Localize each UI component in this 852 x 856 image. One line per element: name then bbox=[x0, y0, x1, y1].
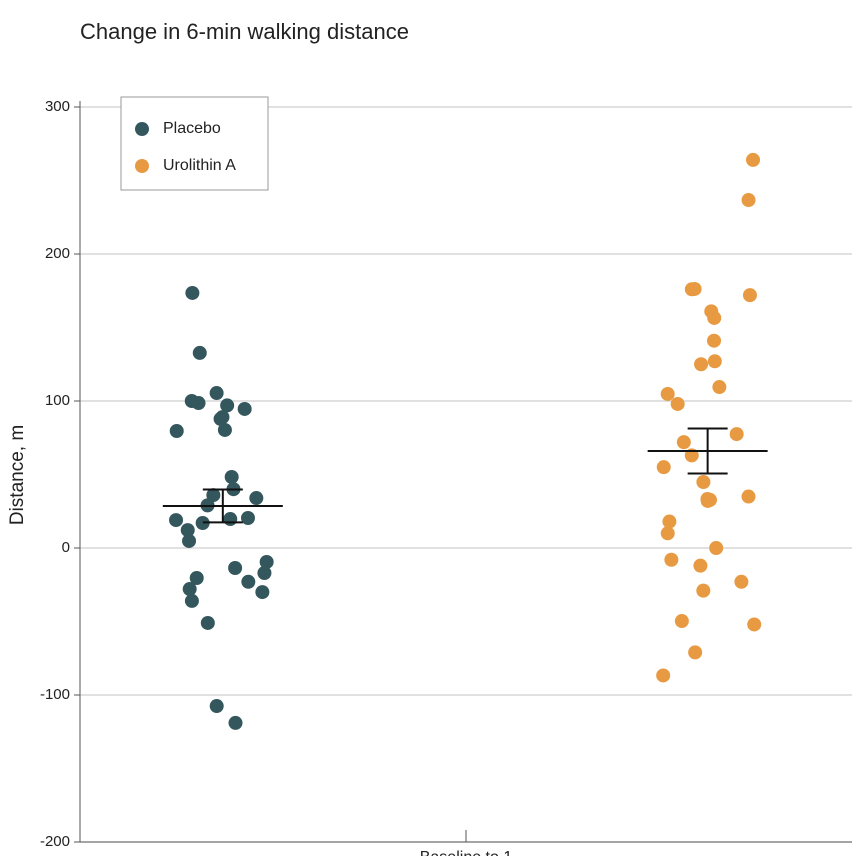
chart-title: Change in 6-min walking distance bbox=[80, 19, 409, 44]
data-point bbox=[182, 582, 197, 597]
y-tick-label: 100 bbox=[45, 392, 70, 409]
y-axis-label: Distance, m bbox=[7, 425, 28, 525]
data-point bbox=[700, 492, 715, 507]
data-point bbox=[696, 583, 711, 598]
data-point bbox=[676, 435, 691, 450]
data-point bbox=[693, 558, 708, 573]
data-point bbox=[185, 285, 200, 300]
data-point bbox=[660, 386, 675, 401]
data-point bbox=[200, 615, 215, 630]
data-point bbox=[209, 386, 224, 401]
data-point bbox=[209, 699, 224, 714]
y-tick-label: -200 bbox=[40, 833, 70, 850]
legend-swatch bbox=[135, 159, 149, 173]
data-point bbox=[670, 396, 685, 411]
data-point bbox=[707, 354, 722, 369]
data-point bbox=[182, 533, 197, 548]
data-point bbox=[180, 523, 195, 538]
data-point bbox=[189, 570, 204, 585]
data-point bbox=[241, 574, 256, 589]
data-point bbox=[255, 585, 270, 600]
data-point bbox=[259, 554, 274, 569]
data-point bbox=[224, 469, 239, 484]
y-tick-label: -100 bbox=[40, 686, 70, 703]
data-point bbox=[660, 526, 675, 541]
data-point bbox=[195, 516, 210, 531]
data-point bbox=[192, 345, 207, 360]
data-point bbox=[213, 411, 228, 426]
data-point bbox=[240, 511, 255, 526]
data-point bbox=[169, 423, 184, 438]
data-point bbox=[206, 488, 221, 503]
data-point bbox=[169, 513, 184, 528]
data-point bbox=[707, 333, 722, 348]
data-point bbox=[747, 617, 762, 632]
data-point bbox=[184, 593, 199, 608]
data-point bbox=[712, 380, 727, 395]
data-point bbox=[257, 565, 272, 580]
data-point bbox=[688, 645, 703, 660]
legend-box bbox=[120, 96, 269, 191]
data-point bbox=[674, 614, 689, 629]
data-point bbox=[223, 512, 238, 527]
x-tick-label: Baseline to 1 bbox=[420, 849, 513, 856]
data-point bbox=[684, 282, 699, 297]
data-point bbox=[742, 288, 757, 303]
data-point bbox=[217, 422, 232, 437]
legend-label: Placebo bbox=[163, 120, 221, 137]
legend-swatch bbox=[135, 122, 149, 136]
data-point bbox=[662, 514, 677, 529]
data-point bbox=[741, 489, 756, 504]
data-point bbox=[664, 552, 679, 567]
data-point bbox=[707, 310, 722, 325]
data-point bbox=[191, 396, 206, 411]
data-point bbox=[709, 541, 724, 555]
data-point bbox=[228, 715, 243, 730]
data-point bbox=[741, 193, 756, 208]
data-point bbox=[249, 491, 264, 506]
y-tick-label: 0 bbox=[62, 539, 70, 556]
data-point bbox=[696, 474, 711, 489]
y-tick-label: 200 bbox=[45, 245, 70, 262]
legend: Placebo Urolithin A bbox=[120, 96, 269, 191]
data-point bbox=[656, 460, 671, 475]
data-point bbox=[237, 401, 252, 416]
data-point bbox=[656, 668, 671, 683]
data-point bbox=[734, 574, 749, 589]
data-point bbox=[220, 398, 235, 413]
y-tick-label: 300 bbox=[45, 98, 70, 115]
legend-label: Urolithin A bbox=[163, 157, 236, 174]
data-point bbox=[228, 560, 243, 575]
data-point bbox=[746, 152, 761, 167]
data-point bbox=[729, 427, 744, 442]
data-point bbox=[694, 357, 709, 372]
